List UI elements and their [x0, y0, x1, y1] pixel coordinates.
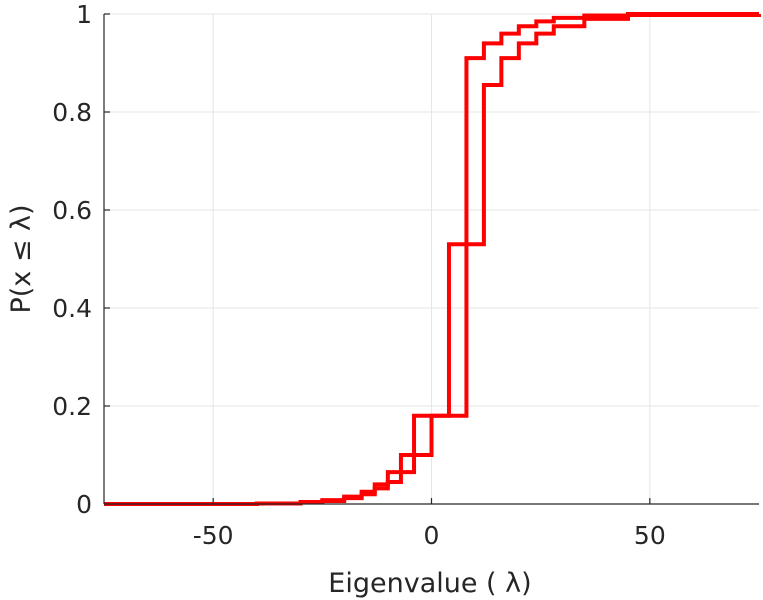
x-tick-label: -50 — [193, 521, 234, 550]
cdf-step-line-2 — [104, 12, 761, 506]
x-tick-label: 50 — [634, 521, 666, 550]
y-tick-label: 0 — [76, 490, 92, 519]
y-tick-label: 0.4 — [52, 294, 92, 323]
tick-labels: -50 0 50 0 0.2 0.4 0.6 0.8 1 — [52, 0, 666, 550]
x-tick-label: 0 — [424, 521, 440, 550]
y-tick-label: 0.6 — [52, 196, 92, 225]
y-tick-label: 0.2 — [52, 392, 92, 421]
y-tick-label: 1 — [76, 0, 92, 29]
series-group — [104, 12, 761, 506]
x-axis-label: Eigenvalue ( λ) — [328, 568, 531, 599]
y-tick-label: 0.8 — [52, 98, 92, 127]
y-axis-label: P(x ≤ λ) — [6, 204, 37, 313]
